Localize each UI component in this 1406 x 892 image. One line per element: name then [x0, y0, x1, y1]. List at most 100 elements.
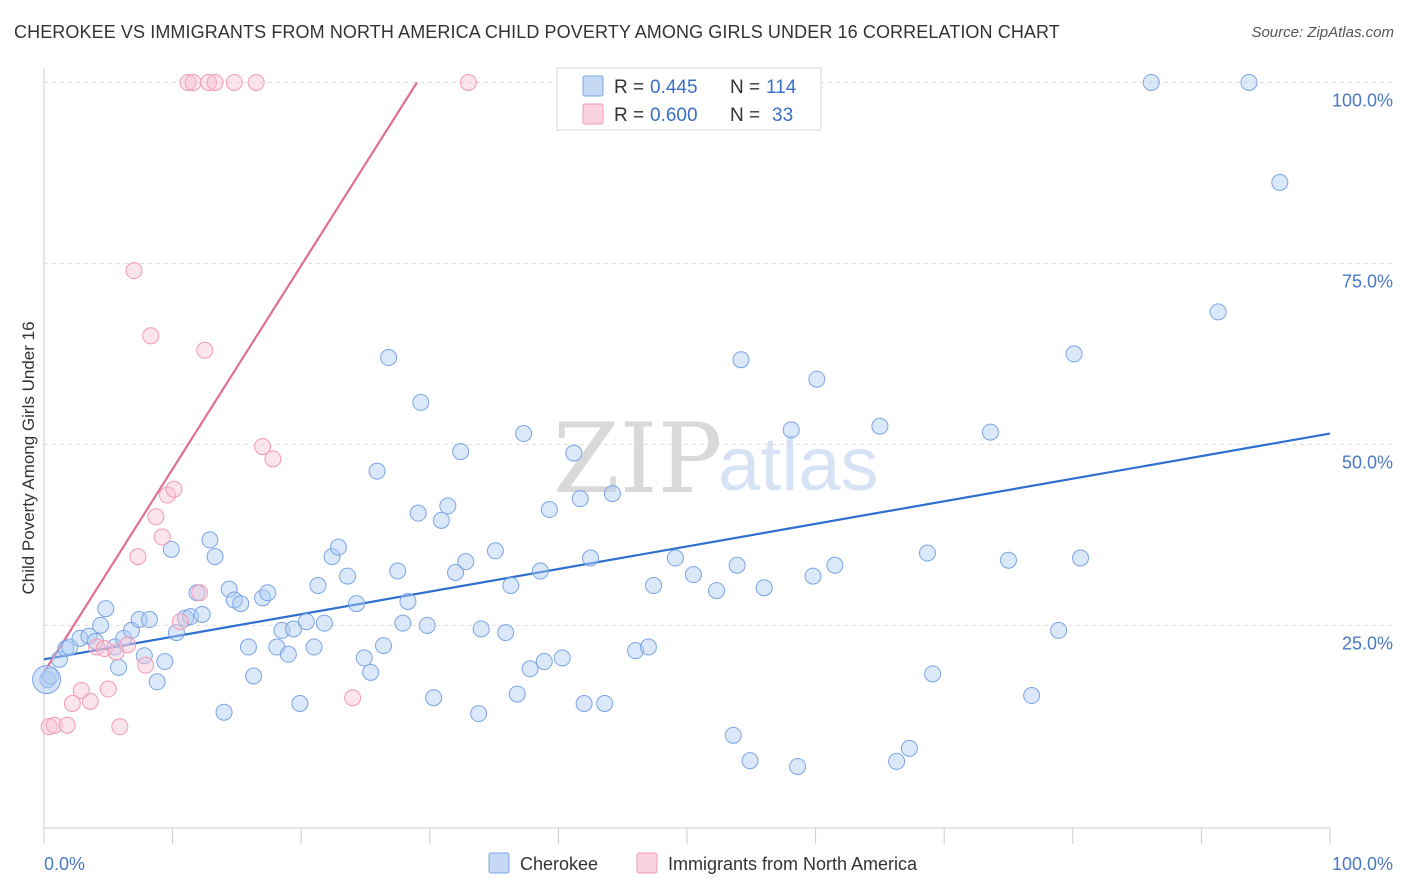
- cherokee-point: [279, 645, 297, 663]
- immigrants-point: [191, 584, 209, 602]
- cherokee-point: [535, 653, 553, 671]
- legend-swatch-cherokee: [582, 75, 604, 97]
- immigrants-point: [111, 718, 129, 736]
- cherokee-point: [789, 757, 807, 775]
- cherokee-point: [239, 638, 257, 656]
- cherokee-point: [362, 663, 380, 681]
- cherokee-point: [1209, 303, 1227, 321]
- cherokee-point: [1072, 549, 1090, 567]
- cherokee-point: [291, 695, 309, 713]
- cherokee-point: [1023, 687, 1041, 705]
- cherokee-point: [808, 370, 826, 388]
- cherokee-point: [645, 577, 663, 595]
- cherokee-point: [399, 592, 417, 610]
- cherokee-point: [575, 695, 593, 713]
- cherokee-point: [418, 616, 436, 634]
- immigrants-point: [153, 528, 171, 546]
- cherokee-point: [457, 553, 475, 571]
- y-tick-label-100: 100.0%: [1332, 90, 1393, 110]
- cherokee-point: [338, 567, 356, 585]
- cherokee-point: [1000, 551, 1017, 569]
- legend-r-value-2: 0.600: [650, 105, 698, 126]
- cherokee-trend-line: [43, 432, 1331, 661]
- cherokee-point: [888, 752, 906, 770]
- cherokee-point: [724, 726, 742, 744]
- immigrants-point: [58, 716, 76, 734]
- legend-box: R = 0.445 N = 114 R = 0.600 N = 33: [556, 67, 822, 131]
- cherokee-point: [497, 624, 515, 642]
- immigrants-point: [63, 695, 81, 713]
- cherokee-point: [871, 417, 889, 435]
- legend-r-label-2: R =: [614, 105, 644, 126]
- cherokee-point: [515, 425, 533, 443]
- cherokee-point: [156, 653, 174, 671]
- legend-r-value-1: 0.445: [650, 77, 698, 98]
- watermark-atlas: atlas: [718, 422, 879, 507]
- cherokee-point: [167, 624, 185, 642]
- cherokee-point: [981, 423, 999, 441]
- cherokee-point: [684, 566, 702, 584]
- cherokee-point: [582, 549, 600, 567]
- cherokee-point: [531, 562, 549, 580]
- cherokee-point: [355, 649, 373, 667]
- cherokee-point: [232, 595, 250, 613]
- cherokee-point: [804, 567, 822, 585]
- immigrants-point: [179, 73, 197, 91]
- cherokee-point: [425, 689, 443, 707]
- cherokee-point: [508, 685, 526, 703]
- immigrants-point: [184, 73, 202, 91]
- immigrants-point: [142, 327, 160, 345]
- grid-lines: [44, 81, 1395, 626]
- cherokee-point: [1240, 73, 1258, 91]
- cherokee-point: [571, 490, 589, 508]
- cherokee-point: [329, 538, 347, 556]
- cherokee-point: [368, 462, 386, 480]
- cherokee-point: [215, 703, 233, 721]
- chart-title: CHEROKEE VS IMMIGRANTS FROM NORTH AMERIC…: [14, 22, 1060, 42]
- immigrants-trend-line: [43, 81, 418, 673]
- cherokee-point: [394, 614, 412, 632]
- immigrants-point: [247, 73, 265, 91]
- cherokee-point: [553, 649, 571, 667]
- cherokee-point: [201, 531, 219, 549]
- cherokee-point: [86, 632, 104, 650]
- x-tick-label-0: 0.0%: [44, 854, 85, 874]
- cherokee-point: [389, 562, 407, 580]
- cherokee-point: [1142, 73, 1160, 91]
- cherokee-point: [50, 650, 68, 668]
- cherokee-point: [162, 540, 180, 558]
- cherokee-point: [447, 563, 465, 581]
- y-tick-label-75: 75.0%: [1342, 271, 1393, 291]
- cherokee-point: [502, 577, 520, 595]
- bottom-legend: Cherokee Immigrants from North America: [488, 852, 918, 874]
- cherokee-point: [220, 580, 238, 598]
- bottom-legend-cherokee: Cherokee: [520, 854, 598, 874]
- cherokee-point: [409, 504, 427, 522]
- cherokee-point: [110, 658, 128, 676]
- cherokee-point: [472, 620, 490, 638]
- cherokee-point: [193, 605, 211, 623]
- cherokee-point: [259, 584, 277, 602]
- cherokee-point: [603, 485, 621, 503]
- bottom-legend-swatch-cherokee: [488, 852, 510, 874]
- trend-lines: [43, 81, 1331, 673]
- cherokee-point: [918, 544, 936, 562]
- cherokee-point: [347, 595, 365, 613]
- cherokee-point: [140, 611, 158, 629]
- cherokee-point: [924, 665, 942, 683]
- watermark-zip: ZIP: [553, 403, 722, 515]
- cherokee-point: [1050, 621, 1068, 639]
- immigrants-point: [81, 692, 99, 710]
- immigrants-point: [459, 73, 477, 91]
- bottom-legend-immigrants: Immigrants from North America: [668, 854, 918, 874]
- immigrants-point: [254, 438, 272, 456]
- cherokee-point: [97, 600, 115, 618]
- immigrants-point: [45, 716, 63, 734]
- cherokee-point: [782, 421, 800, 439]
- immigrants-point: [137, 656, 155, 674]
- legend-n-label-1: N =: [730, 77, 760, 98]
- immigrants-point: [99, 680, 117, 698]
- cherokee-point: [596, 695, 614, 713]
- immigrants-point: [264, 450, 282, 468]
